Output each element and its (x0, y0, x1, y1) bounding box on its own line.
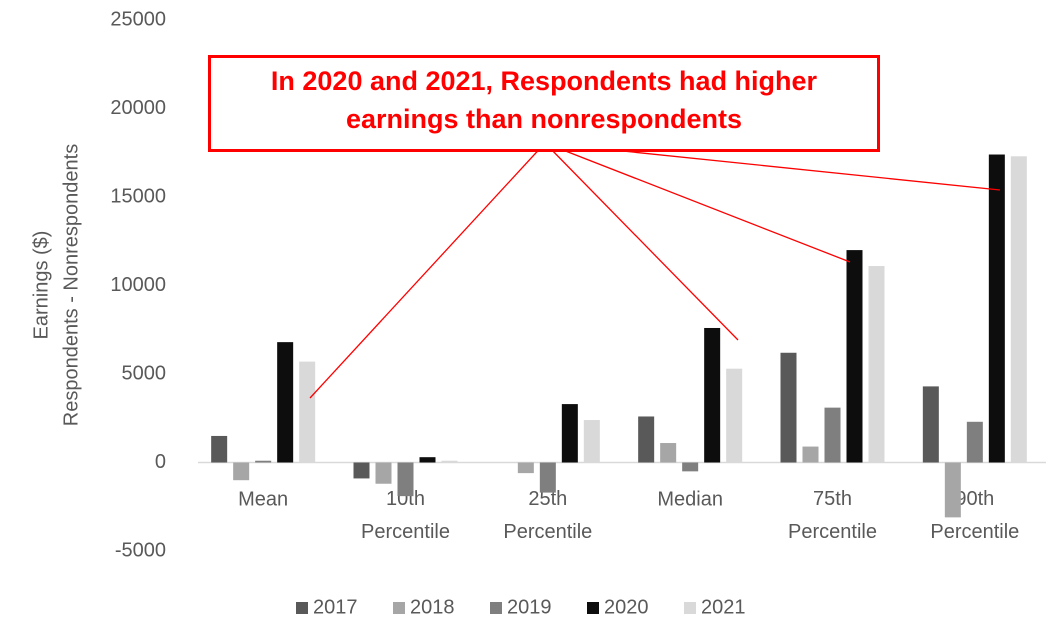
bar (255, 460, 272, 463)
y-tick-label: 25000 (110, 8, 166, 30)
legend-label: 2021 (701, 596, 746, 618)
y-tick-label: 0 (155, 451, 166, 473)
bar (846, 250, 863, 463)
x-tick-label: 75th Percentile (788, 488, 877, 543)
legend-label: 2020 (604, 596, 649, 618)
y-tick-label: 5000 (122, 362, 167, 384)
y-axis-title: Respondents - Nonrespondents (60, 144, 82, 426)
bar (419, 457, 436, 463)
x-tick-label: 10th Percentile (361, 488, 450, 543)
bar (868, 266, 885, 463)
bar (561, 404, 578, 463)
x-tick-label: Median (657, 488, 723, 510)
bar (277, 342, 294, 463)
callout-line (544, 142, 739, 341)
bar (353, 462, 370, 479)
bar (441, 460, 458, 463)
legend-swatch (296, 602, 308, 614)
bar (638, 416, 655, 463)
y-tick-label: 10000 (110, 274, 166, 296)
x-tick-label: 90th Percentile (930, 488, 1019, 543)
bar (583, 420, 600, 463)
legend-swatch (490, 602, 502, 614)
annotation: In 2020 and 2021, Respondents had higher… (208, 55, 880, 152)
callout-line (309, 142, 546, 399)
bar (1010, 156, 1027, 463)
bar (704, 327, 721, 463)
bar (922, 386, 939, 463)
y-tick-label: 15000 (110, 185, 166, 207)
bar (988, 154, 1005, 463)
legend-swatch (587, 602, 599, 614)
bar (944, 462, 961, 518)
legend-label: 2019 (507, 596, 552, 618)
bar (660, 443, 677, 463)
bar (824, 407, 841, 463)
y-tick-label: -5000 (115, 539, 166, 561)
legend-label: 2017 (313, 596, 358, 618)
legend-swatch (684, 602, 696, 614)
bar (299, 361, 316, 463)
bar (375, 462, 392, 484)
bar (397, 462, 414, 497)
bar (682, 462, 699, 472)
bar (539, 462, 556, 493)
y-tick-label: 20000 (110, 97, 166, 119)
legend-swatch (393, 602, 405, 614)
x-tick-label: 25th Percentile (503, 488, 592, 543)
bar (726, 368, 743, 463)
bar (233, 462, 250, 481)
x-tick-label: Mean (238, 488, 288, 510)
bar (211, 435, 228, 463)
legend-label: 2018 (410, 596, 455, 618)
bar (966, 421, 983, 463)
callout-line (544, 142, 851, 263)
bar (780, 352, 797, 463)
bar (517, 462, 534, 474)
y-axis-title: Earnings ($) (30, 231, 52, 340)
bar (802, 446, 819, 463)
